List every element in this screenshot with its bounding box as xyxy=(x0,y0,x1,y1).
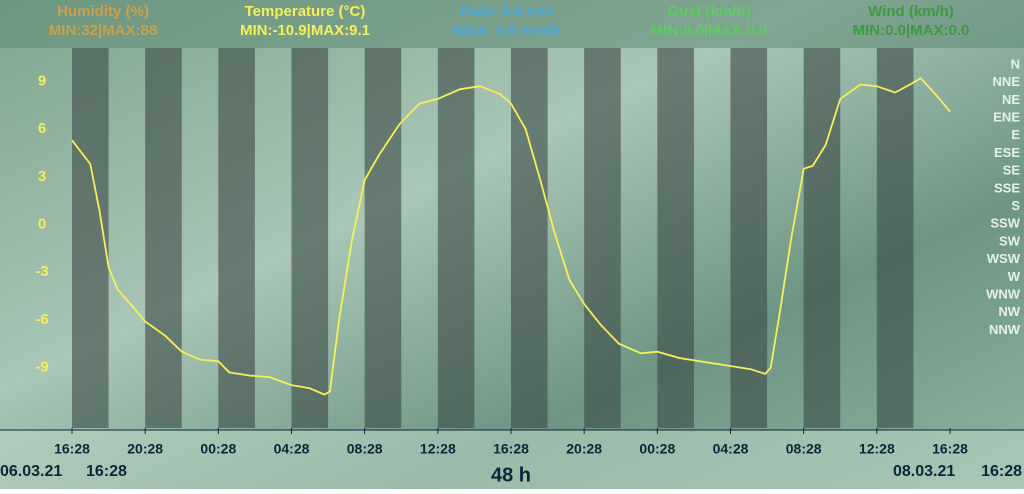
x-tick-label: 00:28 xyxy=(200,441,236,457)
wind-direction-label: SE xyxy=(1003,163,1021,178)
end-time: 16:28 xyxy=(981,463,1022,480)
legend-range: MIN:0.0|MAX:0.0 xyxy=(853,22,970,39)
x-tick-label: 04:28 xyxy=(713,441,749,457)
temperature-line xyxy=(71,77,951,396)
x-tick-label: 04:28 xyxy=(274,441,310,457)
legend-name: Temperature (°C) xyxy=(245,3,366,20)
wind-direction-label: WSW xyxy=(987,251,1021,266)
x-tick-label: 20:28 xyxy=(566,441,602,457)
span: 48 h xyxy=(491,464,531,486)
legend-name: Rain: 0.0 mm xyxy=(460,3,553,20)
time-band xyxy=(730,48,768,428)
start-time: 16:28 xyxy=(86,463,127,480)
end-date: 08.03.21 xyxy=(893,463,955,480)
time-band xyxy=(364,48,402,428)
time-band xyxy=(657,48,694,428)
legend-range: MIN:-10.9|MAX:9.1 xyxy=(240,22,370,39)
y-tick-label: 0 xyxy=(38,215,46,232)
time-band xyxy=(72,48,109,428)
wind-direction-label: NNW xyxy=(989,322,1021,337)
x-tick-label: 16:28 xyxy=(493,441,529,457)
time-band xyxy=(437,48,475,428)
time-band xyxy=(511,48,548,428)
wind-direction-label: ESE xyxy=(994,145,1020,160)
time-band xyxy=(584,48,621,428)
wind-direction-label: SSW xyxy=(990,216,1020,231)
legend-range: MIN:32|MAX:88 xyxy=(49,22,157,39)
wind-direction-label: ENE xyxy=(993,110,1020,125)
wind-direction-label: NW xyxy=(998,304,1020,319)
x-tick-label: 00:28 xyxy=(639,441,675,457)
x-tick-label: 08:28 xyxy=(786,441,822,457)
time-band xyxy=(218,48,255,428)
x-tick-label: 16:28 xyxy=(54,441,90,457)
y-tick-label: -9 xyxy=(35,359,48,376)
wind-direction-label: WNW xyxy=(986,287,1021,302)
wind-direction-label: S xyxy=(1011,198,1020,213)
wind-direction-label: NNE xyxy=(993,74,1021,89)
legend-name: Humidity (%) xyxy=(57,3,149,20)
wind-direction-label: N xyxy=(1011,56,1020,71)
time-band xyxy=(876,48,914,428)
x-tick-label: 08:28 xyxy=(347,441,383,457)
wind-direction-label: SSE xyxy=(994,180,1020,195)
x-tick-label: 20:28 xyxy=(127,441,163,457)
time-band xyxy=(291,48,329,428)
wind-direction-label: SW xyxy=(999,233,1021,248)
axis-bar xyxy=(0,430,1024,489)
x-tick-label: 16:28 xyxy=(932,441,968,457)
wind-direction-label: W xyxy=(1008,269,1021,284)
time-band xyxy=(145,48,182,428)
legend-range: MIN:0.0|MAX:0.0 xyxy=(651,22,768,39)
legend-name: Gust (km/h) xyxy=(667,3,750,20)
time-band xyxy=(803,48,841,428)
wind-direction-label: NE xyxy=(1002,92,1020,107)
header-bar xyxy=(0,0,1024,48)
legend-range: MAX: 0.0 mm/h xyxy=(453,22,561,39)
y-tick-label: 9 xyxy=(38,72,46,89)
start-date: 06.03.21 xyxy=(0,463,62,480)
y-tick-label: -3 xyxy=(35,263,48,280)
y-tick-label: 3 xyxy=(38,168,46,185)
y-tick-label: -6 xyxy=(35,311,48,328)
wind-direction-label: E xyxy=(1011,127,1020,142)
x-tick-label: 12:28 xyxy=(420,441,456,457)
x-tick-label: 12:28 xyxy=(859,441,895,457)
y-tick-label: 6 xyxy=(38,120,46,137)
legend-name: Wind (km/h) xyxy=(868,3,954,20)
